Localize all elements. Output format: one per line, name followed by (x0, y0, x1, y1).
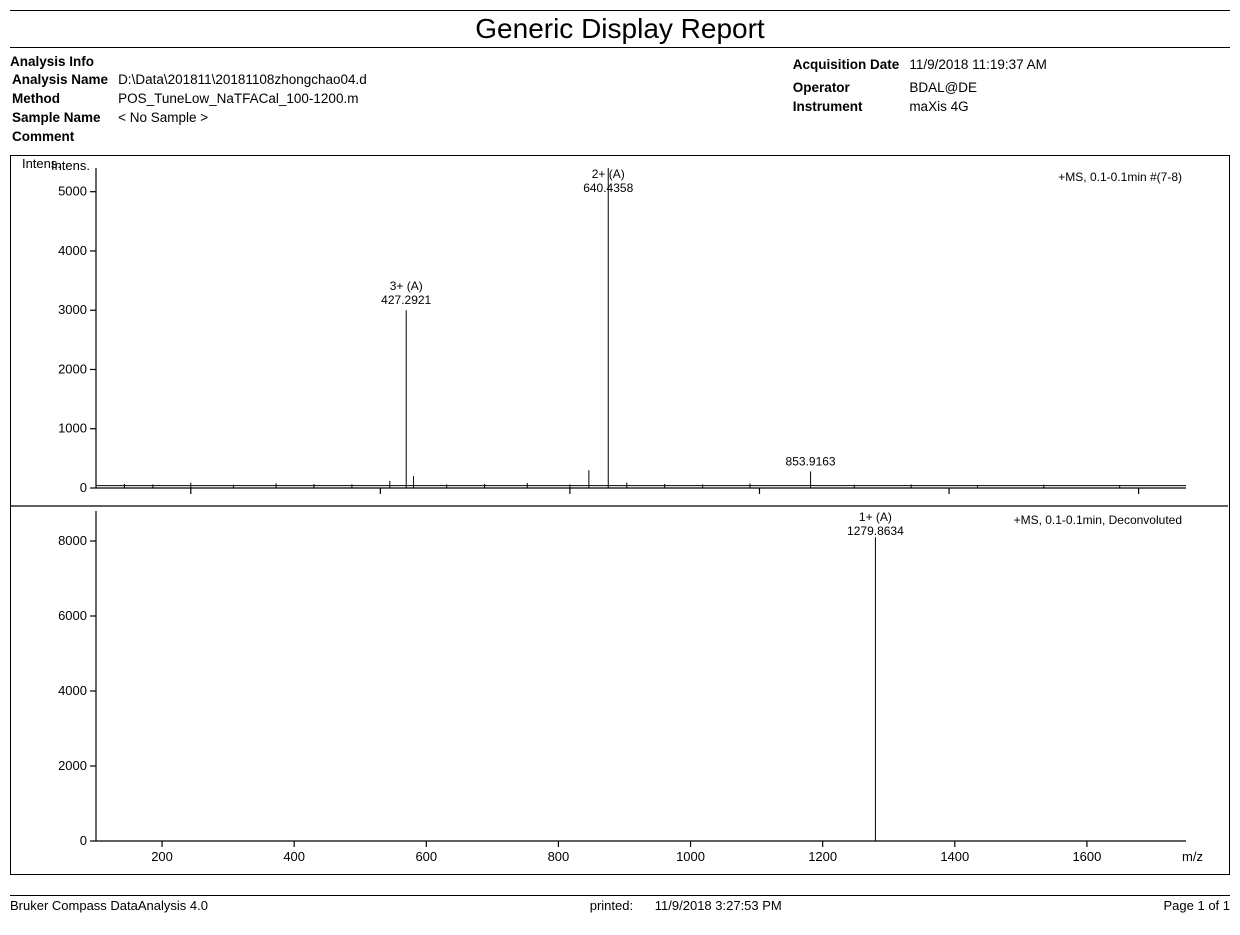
meta-label (793, 75, 908, 77)
spectrum-svg: 010002000300040005000+MS, 0.1-0.1min #(7… (11, 156, 1228, 873)
svg-text:1+ (A): 1+ (A) (859, 510, 892, 524)
meta-value: < No Sample > (118, 109, 375, 126)
meta-value: 11/9/2018 11:19:37 AM (909, 56, 1055, 73)
meta-label: Acquisition Date (793, 56, 908, 73)
meta-label: Sample Name (12, 109, 116, 126)
svg-text:5000: 5000 (58, 184, 87, 199)
footer-page: Page 1 of 1 (1164, 898, 1231, 913)
footer-printed-time: 11/9/2018 3:27:53 PM (655, 898, 782, 913)
footer-printed-label: printed: (590, 898, 633, 913)
svg-text:1000: 1000 (58, 421, 87, 436)
svg-text:427.2921: 427.2921 (381, 293, 431, 307)
svg-text:1600: 1600 (1072, 849, 1101, 864)
svg-text:2000: 2000 (58, 361, 87, 376)
meta-value (118, 128, 375, 145)
meta-left-table: Analysis NameD:\Data\201811\20181108zhon… (10, 69, 377, 147)
svg-text:+MS, 0.1-0.1min #(7-8): +MS, 0.1-0.1min #(7-8) (1058, 170, 1182, 184)
meta-label: Analysis Name (12, 71, 116, 88)
svg-text:400: 400 (283, 849, 305, 864)
svg-text:3+ (A): 3+ (A) (390, 279, 423, 293)
meta-value: D:\Data\201811\20181108zhongchao04.d (118, 71, 375, 88)
analysis-info-head: Analysis Info (10, 54, 791, 69)
report-title: Generic Display Report (10, 11, 1230, 47)
meta-value (909, 75, 1055, 77)
svg-text:0: 0 (80, 480, 87, 495)
meta-value: maXis 4G (909, 98, 1055, 115)
svg-text:2000: 2000 (58, 758, 87, 773)
meta-value: POS_TuneLow_NaTFACal_100-1200.m (118, 90, 375, 107)
svg-text:200: 200 (151, 849, 173, 864)
svg-text:1000: 1000 (676, 849, 705, 864)
meta-right-table: Acquisition Date11/9/2018 11:19:37 AM Op… (791, 54, 1057, 117)
meta-label: Instrument (793, 98, 908, 115)
svg-text:Intens.: Intens. (51, 158, 90, 173)
svg-text:0: 0 (80, 833, 87, 848)
svg-text:3000: 3000 (58, 302, 87, 317)
svg-text:1279.8634: 1279.8634 (847, 524, 904, 538)
svg-text:2+ (A): 2+ (A) (592, 167, 625, 181)
svg-text:853.9163: 853.9163 (786, 454, 836, 468)
svg-text:+MS, 0.1-0.1min, Deconvoluted: +MS, 0.1-0.1min, Deconvoluted (1014, 513, 1182, 527)
metadata-block: Analysis Info Analysis NameD:\Data\20181… (10, 48, 1230, 155)
svg-text:4000: 4000 (58, 683, 87, 698)
svg-text:1200: 1200 (808, 849, 837, 864)
svg-text:600: 600 (415, 849, 437, 864)
svg-text:m/z: m/z (1182, 849, 1203, 864)
meta-label: Comment (12, 128, 116, 145)
svg-text:8000: 8000 (58, 533, 87, 548)
svg-text:6000: 6000 (58, 608, 87, 623)
svg-text:800: 800 (548, 849, 570, 864)
meta-label: Method (12, 90, 116, 107)
meta-value: BDAL@DE (909, 79, 1055, 96)
meta-label: Operator (793, 79, 908, 96)
footer-software: Bruker Compass DataAnalysis 4.0 (10, 898, 208, 913)
svg-text:1400: 1400 (940, 849, 969, 864)
footer: Bruker Compass DataAnalysis 4.0 printed:… (10, 896, 1230, 913)
svg-text:4000: 4000 (58, 243, 87, 258)
svg-text:640.4358: 640.4358 (583, 181, 633, 195)
chart-container: 010002000300040005000+MS, 0.1-0.1min #(7… (10, 155, 1230, 875)
